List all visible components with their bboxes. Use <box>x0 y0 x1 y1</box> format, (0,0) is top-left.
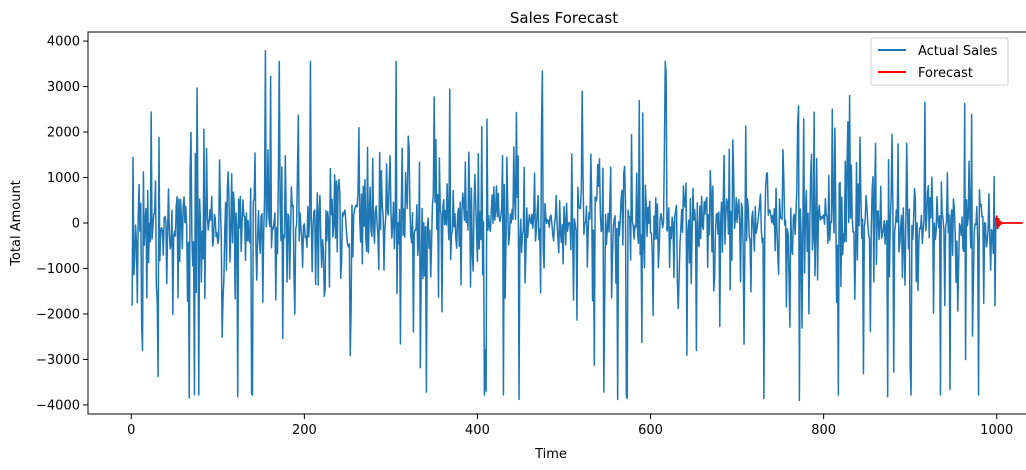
plot-area <box>87 31 1026 415</box>
x-tick-label: 200 <box>292 423 317 438</box>
chart-title: Sales Forecast <box>510 9 618 27</box>
x-tick-label: 0 <box>127 423 135 438</box>
x-tick-label: 400 <box>465 423 490 438</box>
y-tick-label: −4000 <box>36 398 80 413</box>
y-tick-label: −2000 <box>36 307 80 322</box>
y-tick-label: −1000 <box>36 262 80 277</box>
y-tick-label: 4000 <box>47 35 80 50</box>
y-tick-label: 3000 <box>47 80 80 95</box>
series-line-actual-sales <box>131 49 998 402</box>
y-tick-label: −3000 <box>36 353 80 368</box>
legend: Actual Sales Forecast <box>870 37 1009 86</box>
x-tick-label: 1000 <box>980 423 1013 438</box>
x-axis-ticks: 0 200 400 600 800 1000 <box>127 414 1013 438</box>
legend-label-forecast: Forecast <box>918 66 973 81</box>
x-axis-label: Time <box>534 447 567 462</box>
y-axis-label: Total Amount <box>9 180 24 267</box>
legend-label-actual-sales: Actual Sales <box>918 44 998 59</box>
series-line-forecast <box>994 215 1023 230</box>
y-tick-label: 1000 <box>47 171 80 186</box>
x-tick-label: 800 <box>811 423 836 438</box>
y-axis-ticks: −4000 −3000 −2000 −1000 0 1000 2000 3000 4000 <box>36 35 88 413</box>
y-tick-label: 0 <box>72 217 80 232</box>
y-tick-label: 2000 <box>47 126 80 141</box>
series-layer <box>131 49 1023 402</box>
x-tick-label: 600 <box>638 423 663 438</box>
